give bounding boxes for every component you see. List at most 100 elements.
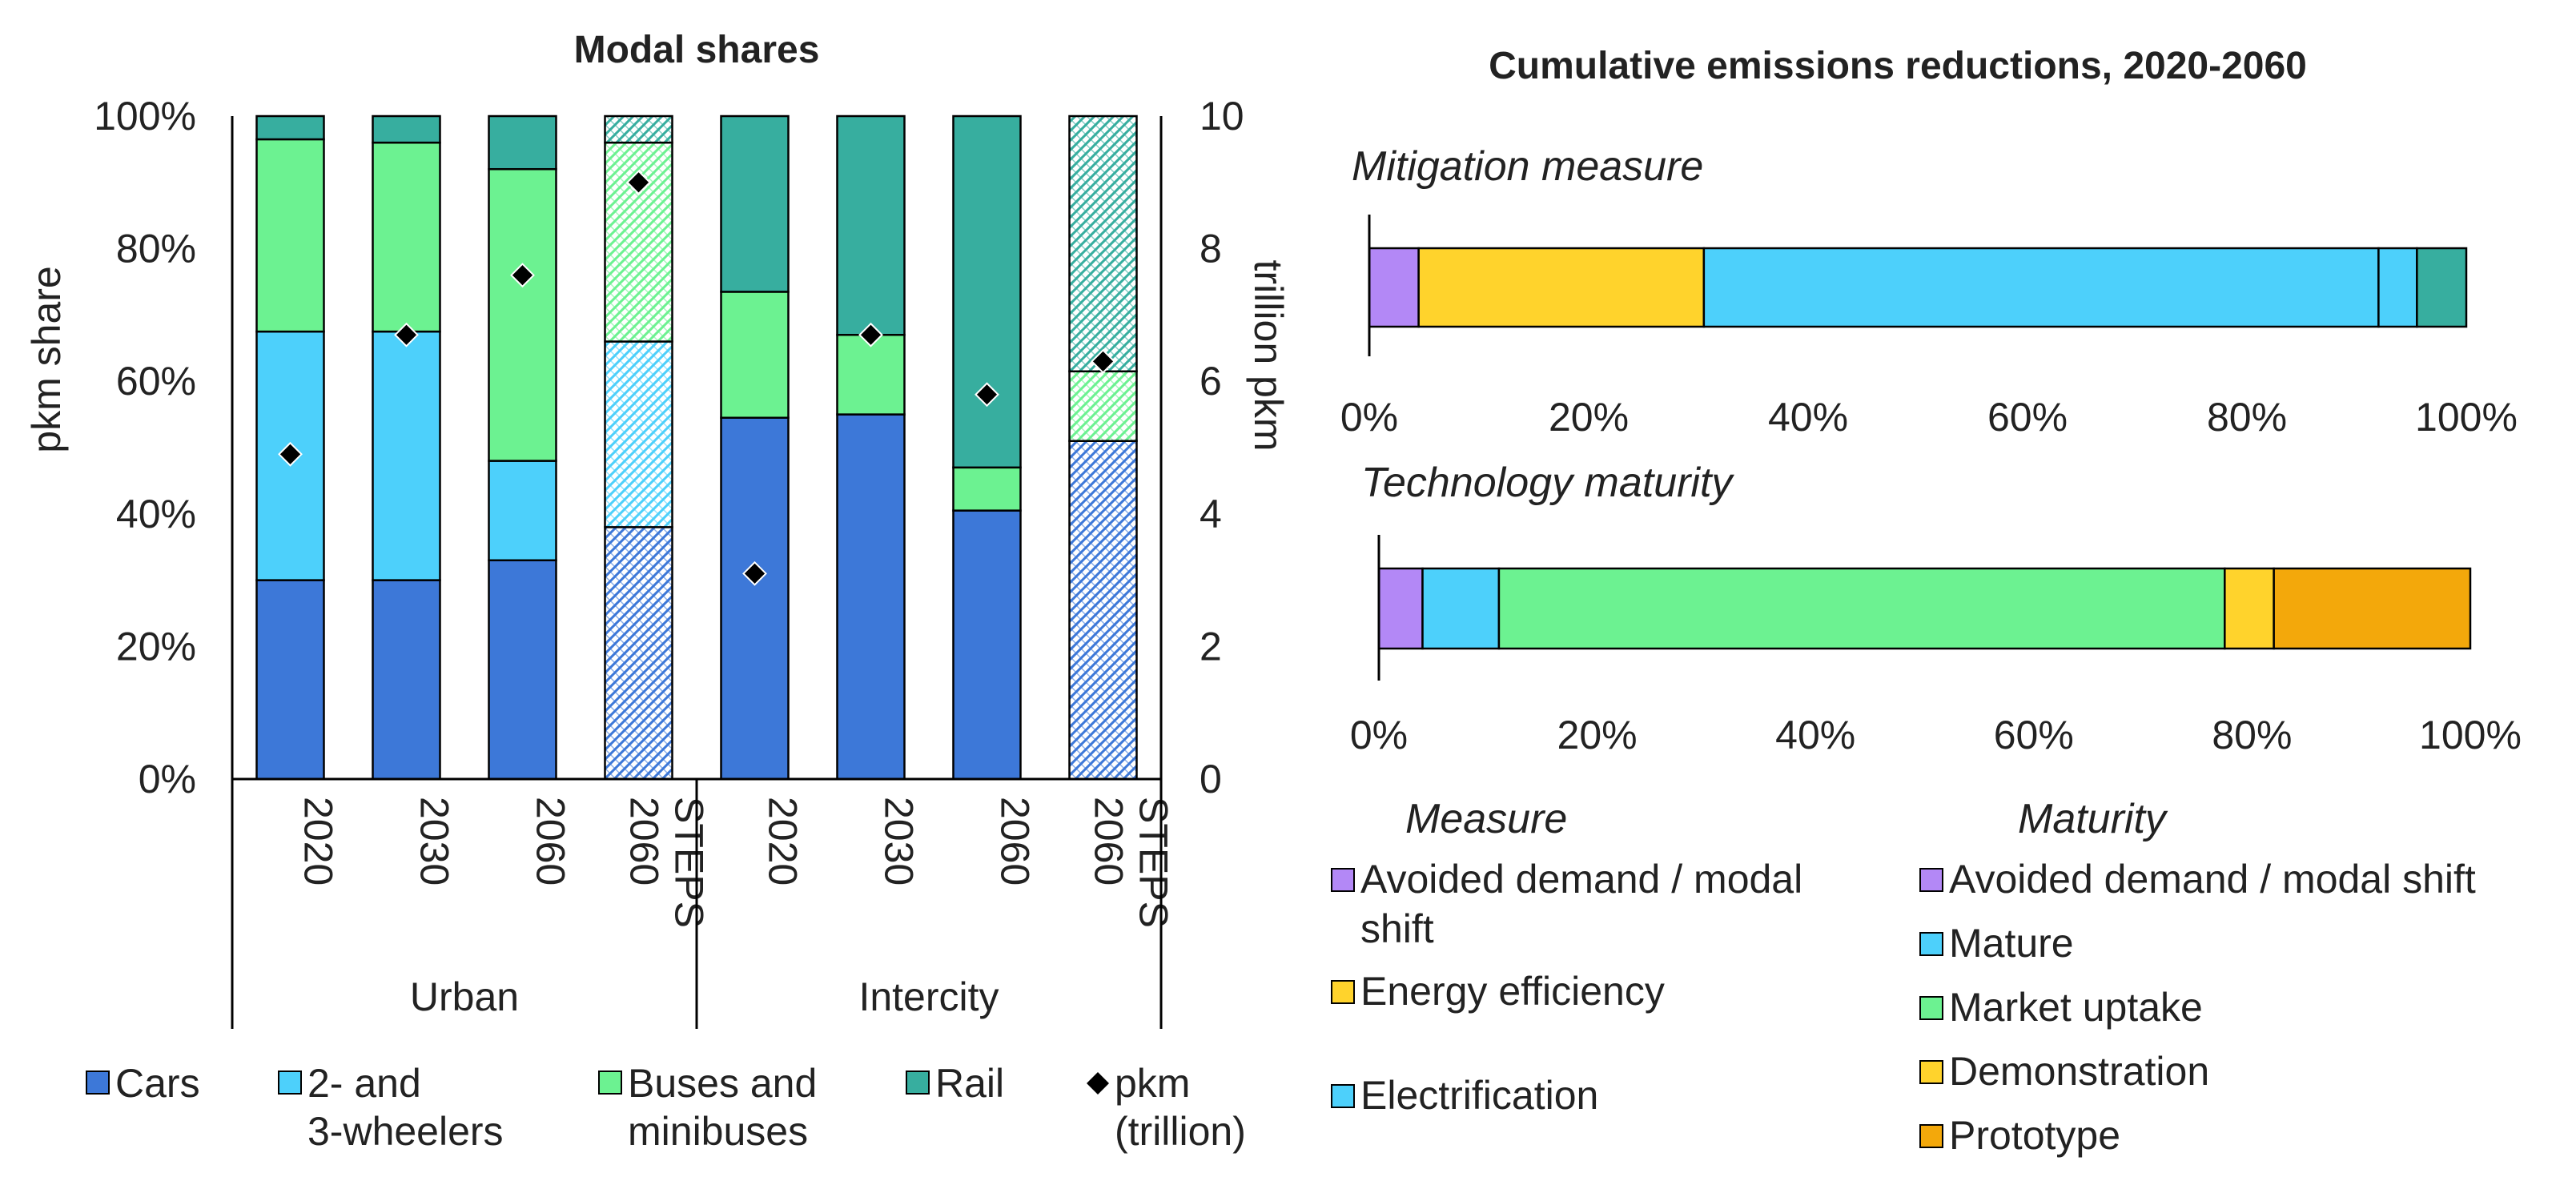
bar-segment-cars	[255, 579, 325, 781]
y-tick-label: 40%	[116, 492, 196, 536]
legend-label: 3-wheelers	[307, 1109, 504, 1154]
bar-stack-6	[836, 114, 906, 781]
legend-label: Rail	[935, 1061, 1004, 1106]
x-tick-label: 40%	[1768, 395, 1848, 440]
bar-segment-electrification	[1702, 247, 2380, 328]
bar-segment-buses	[488, 167, 557, 462]
bar-segment-buses	[720, 291, 790, 419]
y-tick-label: 0%	[139, 757, 196, 801]
bar-segment-rail	[952, 114, 1022, 469]
x-tick-label: 20%	[1549, 395, 1629, 440]
bar-segment-cars	[1068, 440, 1138, 781]
x-tick-label: 2060	[993, 797, 1038, 886]
bar-segment-cars	[488, 559, 557, 781]
y-tick-label: 80%	[116, 227, 196, 271]
pkm-marker	[1091, 348, 1115, 374]
bar-segment-buses	[952, 466, 1022, 512]
bar-segment-avoided	[1377, 567, 1424, 650]
group-label: Intercity	[858, 974, 999, 1019]
legend-label: Electrification	[1360, 1073, 1598, 1118]
chart-title: Modal shares	[574, 29, 820, 71]
legend-label: 2- and	[307, 1061, 421, 1106]
bar-segment-two_three_wheelers	[604, 340, 673, 528]
legend-label: Market uptake	[1949, 985, 2203, 1030]
x-tick-label: 2060	[528, 797, 573, 886]
legend-label: Buses and	[628, 1061, 817, 1106]
bar-segment-efficiency	[1417, 247, 1706, 328]
bar-segment-avoided	[1368, 247, 1420, 328]
y2-tick-label: 4	[1200, 492, 1222, 536]
x-tick-label: 2020	[761, 797, 806, 886]
x-tick-label: 20%	[1557, 713, 1638, 757]
legend-swatch-electrification	[1331, 1084, 1355, 1108]
x-tick-label: 2030	[412, 797, 457, 886]
y2-tick-label: 0	[1200, 757, 1222, 801]
bar-segment-cars	[604, 526, 673, 781]
subchart-2: Technology maturity 0% 20% 40% 60% 80% 100%	[1350, 460, 2522, 757]
bar-segment-cars	[372, 579, 441, 781]
bar-segment-two_three_wheelers	[488, 460, 557, 562]
y-tick-label: 60%	[116, 359, 196, 404]
legend-label: pkm	[1115, 1061, 1190, 1106]
emissions-reductions-chart: Cumulative emissions reductions, 2020-20…	[1331, 45, 2522, 1158]
legend-label: minibuses	[628, 1109, 808, 1154]
x-tick-label: STEPS	[1131, 797, 1176, 928]
bar-segment-two_three_wheelers	[2377, 247, 2418, 328]
pkm-marker	[742, 560, 767, 586]
bar-stack-8	[1068, 114, 1138, 781]
bar-segment-cars	[720, 416, 790, 781]
x-tick-label: 0%	[1340, 395, 1398, 440]
pkm-marker	[394, 322, 419, 347]
bar-segment-rail	[2416, 247, 2468, 328]
bar-segment-buses	[604, 141, 673, 343]
legend-label: shift	[1360, 906, 1434, 951]
pkm-marker	[975, 382, 999, 408]
bar-segment-demonstration	[2224, 567, 2275, 650]
bar-segment-rail	[488, 114, 557, 171]
bar-stack-2	[372, 114, 441, 781]
x-tick-label: STEPS	[667, 797, 712, 928]
legend-label: Prototype	[1949, 1113, 2120, 1158]
x-tick-label: 2020	[296, 797, 341, 886]
x-tick-label: 2030	[877, 797, 922, 886]
y-tick-label: 20%	[116, 624, 196, 669]
subchart-label: Mitigation measure	[1352, 143, 1703, 190]
bar-segment-buses	[1068, 370, 1138, 442]
bar-segment-buses	[836, 333, 906, 416]
bar-segment-rail	[372, 114, 441, 144]
legend-label: Avoided demand / modal shift	[1949, 857, 2476, 902]
legend-pkm-diamond-icon	[1087, 1072, 1109, 1095]
legend-swatch-market_uptake	[1919, 996, 1943, 1020]
subchart-1: Mitigation measure 0% 20% 40% 60% 80% 100%	[1340, 143, 2518, 440]
y2-tick-label: 6	[1200, 359, 1222, 404]
chart-title: Cumulative emissions reductions, 2020-20…	[1489, 45, 2307, 87]
legend-swatch-prototype	[1919, 1124, 1943, 1148]
y-axis-title: pkm share	[24, 266, 69, 452]
x-tick-label: 0%	[1350, 713, 1408, 757]
legend-label: Cars	[115, 1061, 200, 1106]
bar-segment-cars	[836, 413, 906, 781]
y-tick-label: 100%	[94, 94, 196, 139]
legend-label: Avoided demand / modal	[1360, 857, 1802, 902]
bar-stack-5	[720, 114, 790, 781]
legend-swatch-two_three_wheelers	[278, 1071, 302, 1095]
bar-stack-3	[488, 114, 557, 781]
bar-segment-two_three_wheelers	[372, 330, 441, 581]
bar-stack-4	[604, 114, 673, 781]
bar-segment-rail	[836, 114, 906, 336]
y2-tick-label: 2	[1200, 624, 1222, 669]
x-tick-label: 80%	[2207, 395, 2287, 440]
pkm-marker	[858, 322, 883, 347]
y2-tick-label: 10	[1200, 94, 1244, 139]
legend-swatch-avoided	[1919, 868, 1943, 892]
x-tick-label: 100%	[2415, 395, 2518, 440]
bar-segment-rail	[255, 114, 325, 141]
legend-swatch-rail	[906, 1071, 930, 1095]
bar-segment-cars	[952, 509, 1022, 781]
bar-segment-prototype	[2273, 567, 2472, 650]
legend-label: Mature	[1949, 921, 2074, 966]
legend-label: (trillion)	[1115, 1109, 1246, 1154]
bar-segment-mature	[1421, 567, 1501, 650]
legend-swatch-cars	[86, 1071, 110, 1095]
